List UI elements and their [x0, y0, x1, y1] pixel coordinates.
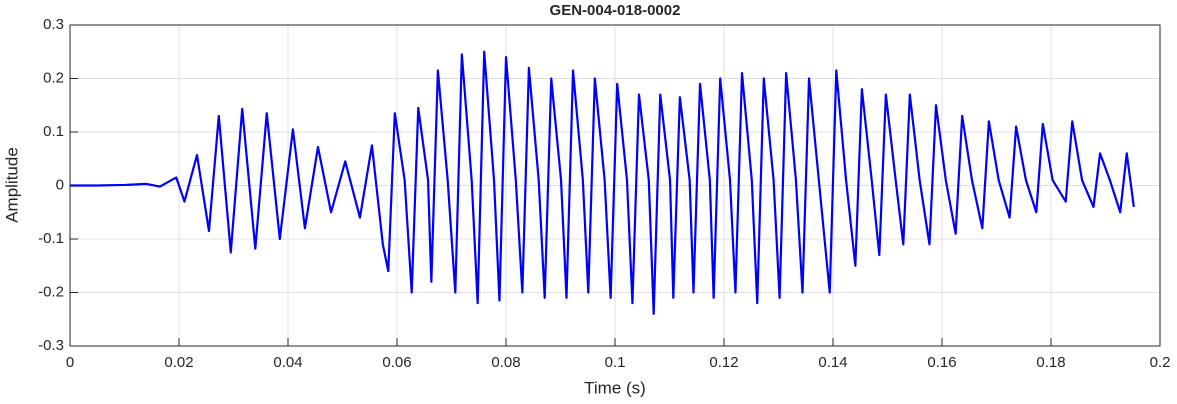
x-tick-label: 0.06 [382, 354, 411, 371]
plot-frame [69, 24, 1161, 347]
x-tick-label: 0.18 [1036, 354, 1065, 371]
y-tick-label: 0.3 [43, 16, 64, 33]
x-tick-label: 0.02 [164, 354, 193, 371]
x-tick-label: 0.08 [491, 354, 520, 371]
y-tick-label: 0.2 [43, 69, 64, 86]
y-tick-label: -0.2 [38, 283, 64, 300]
x-tick-label: 0.16 [927, 354, 956, 371]
x-tick-label: 0 [66, 354, 74, 371]
y-tick-label: -0.3 [38, 337, 64, 354]
x-tick-label: 0.2 [1150, 354, 1171, 371]
x-axis-label: Time (s) [584, 378, 646, 397]
chart-title: GEN-004-018-0002 [550, 2, 681, 19]
y-axis-label: Amplitude [2, 147, 21, 223]
y-tick-label: 0.1 [43, 123, 64, 140]
x-tick-label: 0.1 [605, 354, 626, 371]
y-tick-label: 0 [56, 176, 64, 193]
x-tick-label: 0.14 [818, 354, 847, 371]
y-tick-label: -0.1 [38, 230, 64, 247]
x-tick-label: 0.04 [273, 354, 302, 371]
signal-line [70, 50, 1135, 315]
x-tick-label: 0.12 [709, 354, 738, 371]
